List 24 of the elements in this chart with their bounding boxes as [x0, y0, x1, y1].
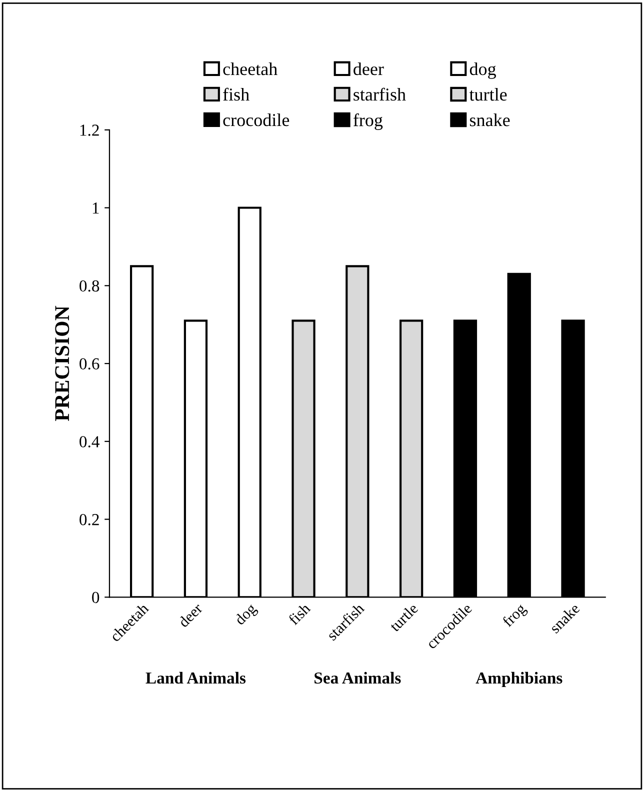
legend-label: dog — [470, 62, 496, 79]
legend-label: starfish — [354, 88, 406, 101]
legend-label: frog — [353, 113, 383, 130]
y-axis-title: PRECISION — [55, 306, 70, 422]
y-tick-label: 1.2 — [80, 124, 99, 136]
x-tick-label: dog — [234, 602, 260, 628]
legend-label: fish — [223, 88, 250, 101]
legend-label: cheetah — [223, 62, 278, 76]
x-tick-label: frog — [501, 602, 529, 630]
legend-label: snake — [470, 114, 510, 126]
text: Land Animals — [146, 672, 246, 684]
x-tick-label: fish — [288, 602, 311, 626]
legend-label: crocodile — [223, 113, 290, 126]
text: Sea Animals — [314, 672, 401, 684]
x-tick-label: deer — [178, 602, 204, 628]
y-tick-label: 0.8 — [80, 280, 100, 292]
legend-label: turtle — [469, 88, 507, 101]
y-tick-label: 0.2 — [80, 514, 99, 526]
legend-label: deer — [354, 62, 384, 76]
y-tick-label: 0 — [92, 592, 100, 604]
y-tick-label: 0.4 — [80, 436, 100, 448]
y-tick-label: 1 — [92, 202, 99, 214]
text: Amphibians — [476, 672, 562, 688]
y-tick-label: 0.6 — [80, 358, 100, 370]
